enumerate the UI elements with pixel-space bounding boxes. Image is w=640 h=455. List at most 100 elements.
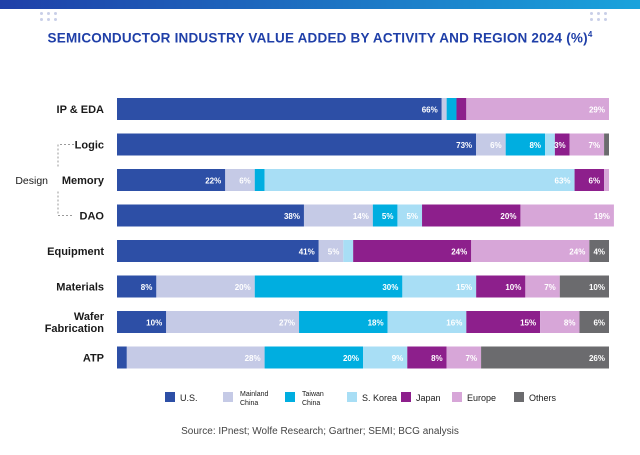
data-label-wafer-fabrication-u-s-: 10% bbox=[146, 319, 162, 328]
data-label-dao-europe: 19% bbox=[594, 212, 610, 221]
legend-label-japan: Japan bbox=[416, 393, 441, 403]
bar-segment-memory-japan bbox=[574, 169, 605, 191]
data-label-ip-eda-u-s-: 66% bbox=[422, 106, 438, 115]
bar-segment-atp-japan bbox=[407, 346, 447, 369]
design-group-bracket bbox=[57, 144, 74, 216]
bar-segment-logic-u-s- bbox=[117, 133, 477, 156]
bar-segment-equipment-others bbox=[589, 240, 609, 262]
bar-segment-atp-europe bbox=[446, 346, 482, 369]
bar-segment-equipment-u-s- bbox=[117, 240, 319, 262]
data-label-atp-japan: 8% bbox=[431, 354, 443, 363]
data-label-wafer-fabrication-others: 6% bbox=[593, 319, 605, 328]
data-label-equipment-u-s-: 41% bbox=[299, 248, 315, 257]
data-label-logic-japan: 3% bbox=[554, 141, 566, 150]
data-label-logic-taiwan-china: 8% bbox=[529, 141, 541, 150]
bar-segment-wafer-fabrication-u-s- bbox=[117, 311, 167, 333]
category-label-atp: ATP bbox=[83, 353, 104, 365]
data-label-materials-europe: 7% bbox=[544, 283, 556, 292]
bar-segment-materials-taiwan-china bbox=[254, 275, 403, 298]
data-label-equipment-japan: 24% bbox=[451, 248, 467, 257]
source-note: Source: IPnest; Wolfe Research; Gartner;… bbox=[181, 426, 459, 437]
legend-label-s-korea: S. Korea bbox=[362, 393, 397, 403]
legend-label-mainland-china: Mainland bbox=[240, 391, 269, 398]
bar-segment-wafer-fabrication-japan bbox=[466, 311, 541, 333]
bar-segment-dao-europe bbox=[520, 204, 614, 227]
bar-segment-dao-taiwan-china bbox=[372, 204, 398, 227]
chart-title-text: SEMICONDUCTOR INDUSTRY VALUE ADDED BY AC… bbox=[47, 30, 588, 46]
legend-label-u-s-: U.S. bbox=[180, 393, 198, 403]
bar-segment-ip-eda-japan bbox=[456, 98, 467, 120]
data-label-materials-taiwan-china: 30% bbox=[382, 283, 398, 292]
data-label-dao-taiwan-china: 5% bbox=[382, 212, 394, 221]
bar-segment-materials-mainland-china bbox=[156, 275, 255, 298]
legend-swatch-others bbox=[514, 392, 524, 402]
data-label-atp-taiwan-china: 20% bbox=[343, 354, 359, 363]
bar-segment-atp-others bbox=[481, 346, 609, 369]
stacked-bar-chart: IP & EDA 66% 29% Logic 73% 6% 8% 3% 7% Memory 22% 6… bbox=[15, 98, 614, 407]
bar-segment-logic-europe bbox=[569, 133, 605, 156]
bar-segment-equipment-mainland-china bbox=[318, 240, 344, 262]
data-label-memory-japan: 6% bbox=[589, 177, 601, 186]
data-label-materials-mainland-china: 20% bbox=[235, 283, 251, 292]
bar-segment-equipment-japan bbox=[353, 240, 472, 262]
bar-segment-materials-s-korea bbox=[402, 275, 477, 298]
bar-segment-dao-s-korea bbox=[397, 204, 423, 227]
data-label-wafer-fabrication-japan: 15% bbox=[520, 319, 536, 328]
category-label-materials: Materials bbox=[56, 282, 104, 294]
data-label-materials-u-s-: 8% bbox=[141, 283, 153, 292]
chart-title: SEMICONDUCTOR INDUSTRY VALUE ADDED BY AC… bbox=[0, 30, 640, 46]
bar-segment-dao-japan bbox=[422, 204, 521, 227]
bar-segment-logic-taiwan-china bbox=[505, 133, 546, 156]
category-label-logic: Logic bbox=[75, 140, 104, 152]
category-label-ip-eda: IP & EDA bbox=[57, 104, 105, 116]
title-footnote: 4 bbox=[587, 30, 593, 39]
bar-segment-memory-mainland-china bbox=[225, 169, 255, 191]
data-label-dao-mainland-china: 14% bbox=[353, 212, 369, 221]
bar-segment-ip-eda-europe bbox=[466, 98, 609, 120]
data-label-memory-u-s-: 22% bbox=[205, 177, 221, 186]
data-label-logic-mainland-china: 6% bbox=[490, 141, 502, 150]
bar-segment-wafer-fabrication-others bbox=[579, 311, 609, 333]
bar-segment-materials-europe bbox=[525, 275, 560, 298]
design-group-label: Design bbox=[15, 175, 48, 187]
bar-segment-wafer-fabrication-taiwan-china bbox=[299, 311, 388, 333]
bar-segment-logic-mainland-china bbox=[476, 133, 506, 156]
decorative-dots-left bbox=[40, 12, 60, 22]
top-accent-bar bbox=[0, 0, 640, 9]
data-label-memory-mainland-china: 6% bbox=[239, 177, 251, 186]
legend-label-taiwan-china: China bbox=[302, 400, 320, 407]
legend-swatch-europe bbox=[452, 392, 462, 402]
bar-segment-atp-s-korea bbox=[363, 346, 408, 369]
legend-swatch-u-s- bbox=[165, 392, 175, 402]
category-label-wafer-fabrication: Wafer bbox=[74, 311, 105, 323]
legend-swatch-japan bbox=[401, 392, 411, 402]
legend-label-taiwan-china: Taiwan bbox=[302, 391, 324, 398]
bar-segment-atp-u-s- bbox=[117, 346, 127, 369]
data-label-wafer-fabrication-mainland-china: 27% bbox=[279, 319, 295, 328]
bar-segment-atp-taiwan-china bbox=[264, 346, 363, 369]
data-label-wafer-fabrication-taiwan-china: 18% bbox=[368, 319, 384, 328]
bar-segment-wafer-fabrication-europe bbox=[540, 311, 580, 333]
data-label-atp-europe: 7% bbox=[466, 354, 478, 363]
bar-segment-materials-others bbox=[559, 275, 609, 298]
legend-label-europe: Europe bbox=[467, 393, 496, 403]
bar-segment-wafer-fabrication-s-korea bbox=[387, 311, 467, 333]
bar-segment-memory-taiwan-china bbox=[254, 169, 265, 191]
bar-segment-wafer-fabrication-mainland-china bbox=[166, 311, 300, 333]
bar-segment-logic-others bbox=[604, 133, 609, 156]
bar-segment-dao-u-s- bbox=[117, 204, 304, 227]
category-label-wafer-fabrication: Fabrication bbox=[45, 323, 105, 335]
bar-segment-materials-japan bbox=[476, 275, 526, 298]
bar-segment-logic-s-korea bbox=[545, 133, 555, 156]
bar-segment-materials-u-s- bbox=[117, 275, 157, 298]
data-label-materials-s-korea: 15% bbox=[456, 283, 472, 292]
data-label-dao-japan: 20% bbox=[500, 212, 516, 221]
category-label-memory: Memory bbox=[62, 175, 105, 187]
bar-segment-memory-s-korea bbox=[264, 169, 575, 191]
data-label-logic-europe: 7% bbox=[589, 141, 601, 150]
bar-segment-memory-europe bbox=[604, 169, 609, 191]
data-label-materials-others: 10% bbox=[589, 283, 605, 292]
data-label-dao-u-s-: 38% bbox=[284, 212, 300, 221]
data-label-atp-s-korea: 9% bbox=[392, 354, 404, 363]
bar-segment-equipment-s-korea bbox=[343, 240, 354, 262]
